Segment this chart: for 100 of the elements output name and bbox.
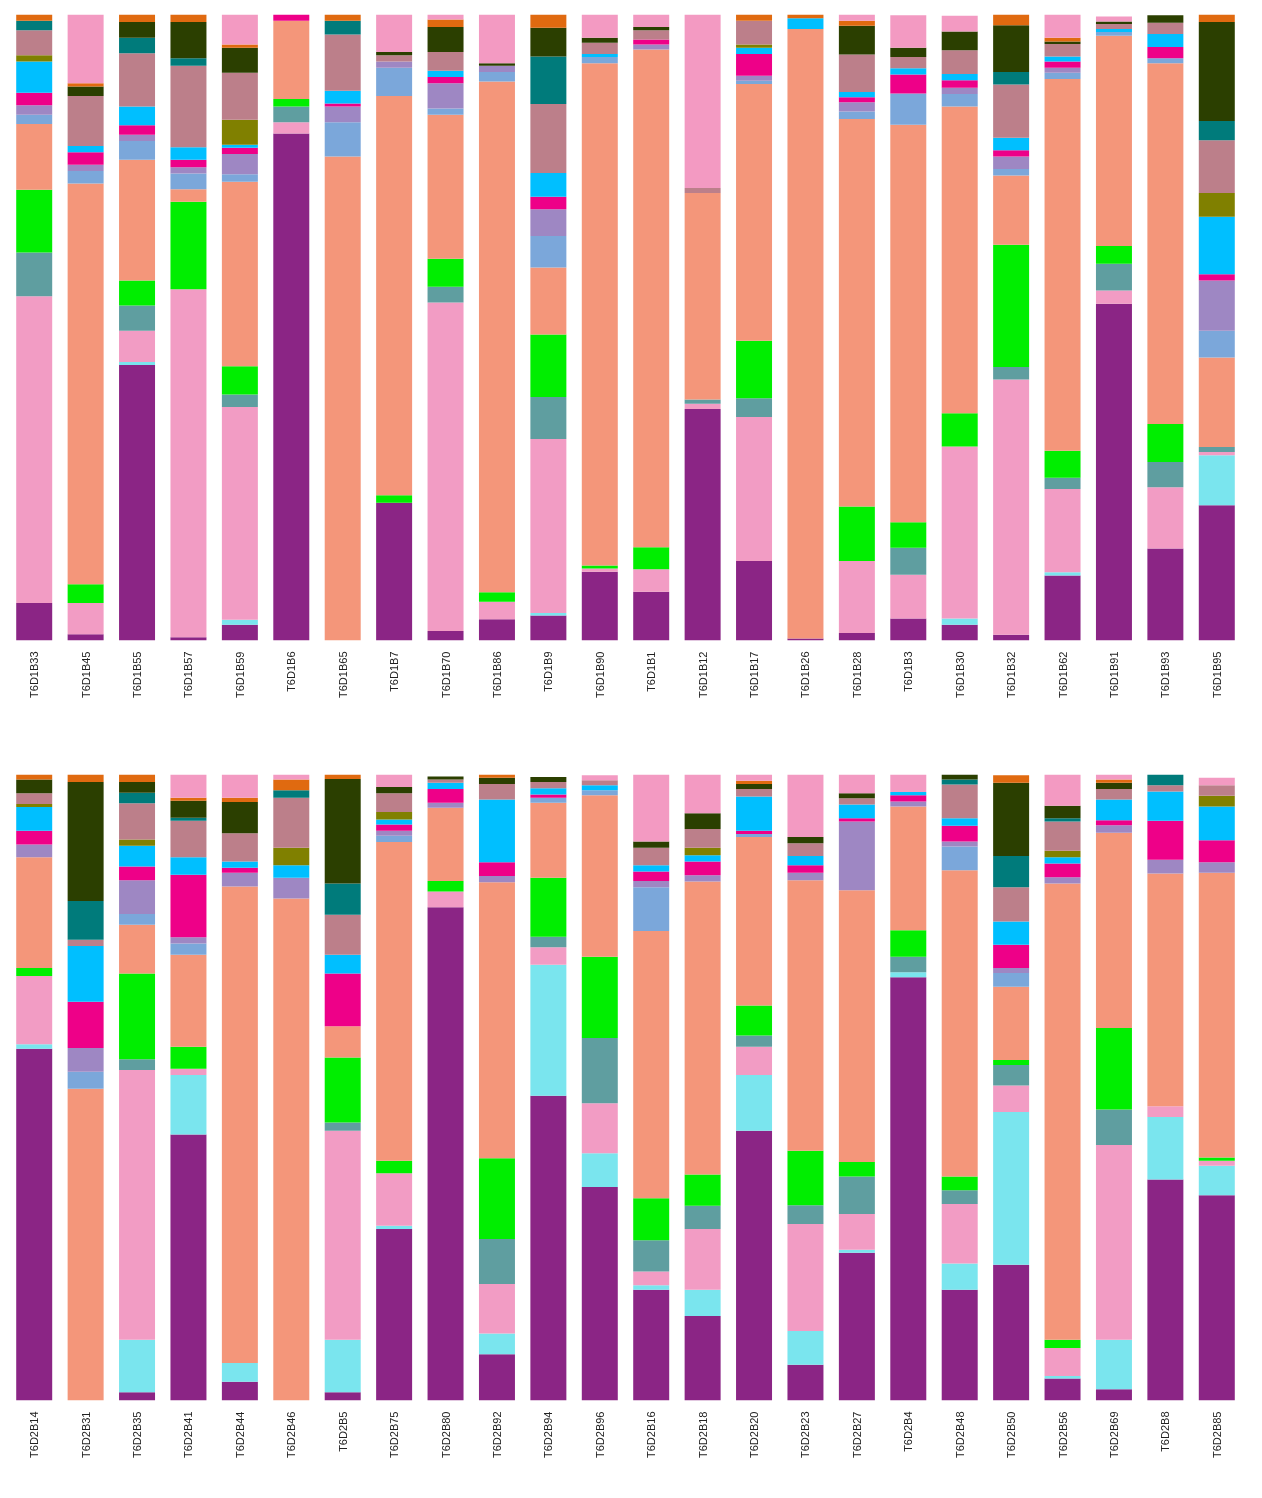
bar <box>838 25 875 55</box>
bar <box>890 574 927 619</box>
x-tick-label: T6D1B30 <box>953 651 966 698</box>
bar <box>838 1213 875 1250</box>
bar <box>941 870 978 1177</box>
bar <box>684 1205 721 1229</box>
x-tick-label: T6D1B86 <box>490 651 503 698</box>
bar <box>581 42 618 54</box>
bar <box>633 39 670 45</box>
bar <box>787 843 824 856</box>
bar <box>838 119 875 507</box>
bar <box>684 813 721 829</box>
bar <box>376 835 413 843</box>
bar <box>170 22 207 59</box>
bar <box>787 18 824 29</box>
bar <box>941 80 978 88</box>
x-tick-label: T6D2B94 <box>542 1411 555 1458</box>
bar <box>684 187 721 193</box>
bar <box>1198 140 1235 193</box>
x-tick-label: T6D1B9 <box>542 651 555 692</box>
bar <box>478 592 515 602</box>
bar <box>221 1362 258 1382</box>
bar <box>941 73 978 81</box>
bar <box>993 855 1030 888</box>
bar <box>1198 795 1235 807</box>
bar <box>530 1095 567 1401</box>
bar <box>1095 246 1132 264</box>
bar <box>1044 877 1081 884</box>
bar <box>993 782 1030 856</box>
bar <box>633 44 670 50</box>
bar <box>427 807 464 881</box>
bar <box>221 624 258 641</box>
bar <box>684 403 721 409</box>
bar <box>376 502 413 641</box>
bar <box>1044 1339 1081 1348</box>
bar <box>838 506 875 561</box>
bar <box>67 602 104 635</box>
bar <box>890 15 927 48</box>
bar <box>838 14 875 21</box>
bar <box>478 1238 515 1285</box>
bar <box>1044 572 1081 576</box>
bar <box>119 792 156 804</box>
bar <box>478 1158 515 1239</box>
x-tick-label: T6D2B85 <box>1210 1411 1223 1458</box>
bar <box>221 1381 258 1401</box>
bar <box>1198 455 1235 506</box>
x-tick-label: T6D2B5 <box>336 1411 349 1452</box>
bar <box>324 1339 361 1393</box>
bar <box>993 972 1030 987</box>
bar <box>1044 1347 1081 1377</box>
bar <box>1044 850 1081 858</box>
x-tick-label: T6D1B62 <box>1056 651 1069 698</box>
bar <box>376 55 413 62</box>
bar <box>67 95 104 146</box>
bar <box>838 821 875 891</box>
bar <box>170 943 207 955</box>
bar <box>1147 774 1184 786</box>
bar <box>221 407 258 620</box>
bar <box>376 52 413 56</box>
bar <box>633 1289 670 1401</box>
bar <box>324 1026 361 1058</box>
bar <box>170 189 207 202</box>
bar <box>993 1111 1030 1265</box>
bar <box>787 855 824 866</box>
bar <box>427 258 464 287</box>
bar <box>1147 548 1184 641</box>
bar <box>1095 799 1132 821</box>
bar <box>530 104 567 173</box>
bar <box>993 967 1030 973</box>
x-tick-label: T6D2B75 <box>388 1411 401 1458</box>
bar <box>478 774 515 778</box>
bar <box>170 173 207 190</box>
bar <box>170 800 207 818</box>
bar <box>941 1190 978 1204</box>
bar <box>376 14 413 53</box>
bar <box>170 954 207 1047</box>
bar <box>273 877 310 899</box>
bar <box>1044 78 1081 451</box>
bar <box>16 774 53 780</box>
x-tick-label: T6D1B33 <box>28 651 41 698</box>
bar <box>736 20 773 45</box>
bar <box>273 898 310 1401</box>
bar <box>1044 774 1081 806</box>
bar <box>941 841 978 847</box>
bar <box>1198 447 1235 453</box>
bar <box>478 619 515 641</box>
bar <box>993 944 1030 968</box>
bar <box>427 880 464 892</box>
bar <box>684 1289 721 1316</box>
bar <box>1095 782 1132 789</box>
bar <box>1198 274 1235 281</box>
bar <box>684 408 721 641</box>
bar <box>273 865 310 878</box>
x-tick-label: T6D1B59 <box>233 651 246 698</box>
bar <box>1044 489 1081 573</box>
bar <box>1044 857 1081 864</box>
bar <box>221 174 258 182</box>
bar <box>67 83 104 87</box>
bar <box>890 57 927 69</box>
bar <box>1198 22 1235 121</box>
